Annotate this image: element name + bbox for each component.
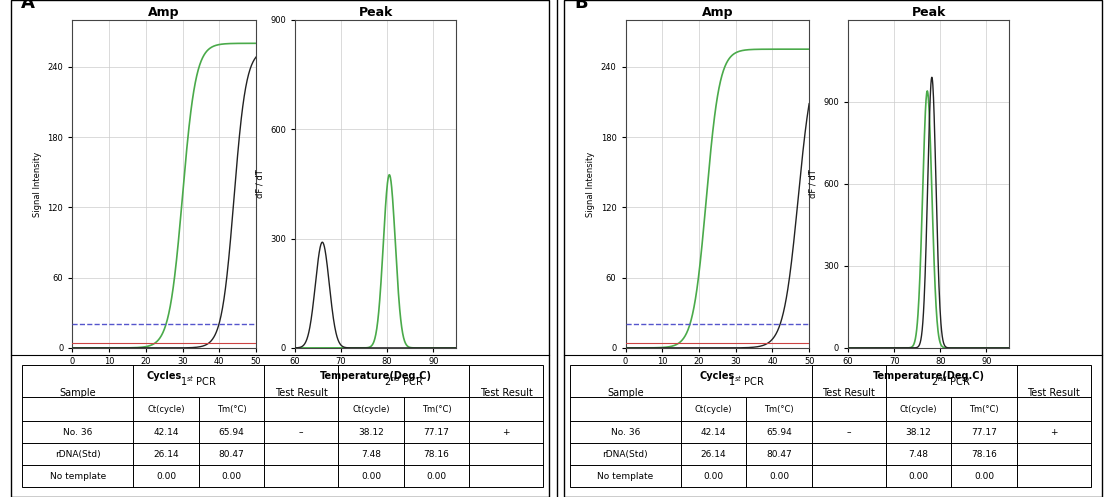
Text: Tm(°C): Tm(°C)	[217, 405, 246, 414]
X-axis label: Cycles: Cycles	[700, 371, 735, 382]
Y-axis label: Signal Intensity: Signal Intensity	[33, 151, 42, 217]
Text: rDNA(Std): rDNA(Std)	[55, 450, 100, 459]
Title: Peak: Peak	[358, 5, 393, 19]
Text: No template: No template	[598, 472, 653, 481]
Text: 1$^{st}$ PCR: 1$^{st}$ PCR	[180, 374, 217, 388]
Text: 65.94: 65.94	[766, 428, 792, 437]
Text: 1$^{st}$ PCR: 1$^{st}$ PCR	[728, 374, 765, 388]
Text: 2$^{nd}$ PCR: 2$^{nd}$ PCR	[384, 374, 423, 388]
Text: 38.12: 38.12	[358, 428, 384, 437]
Text: 0.00: 0.00	[703, 472, 723, 481]
Text: Tm(°C): Tm(°C)	[422, 405, 451, 414]
Text: 77.17: 77.17	[423, 428, 450, 437]
Text: Tm(°C): Tm(°C)	[969, 405, 998, 414]
Text: 78.16: 78.16	[971, 450, 997, 459]
Text: B: B	[574, 0, 588, 11]
Text: 0.00: 0.00	[974, 472, 994, 481]
X-axis label: Temperature(Deg.C): Temperature(Deg.C)	[319, 371, 432, 382]
Text: Test Result: Test Result	[823, 388, 875, 398]
Y-axis label: Signal Intensity: Signal Intensity	[587, 151, 595, 217]
Text: No. 36: No. 36	[611, 428, 640, 437]
Text: Ct(cycle): Ct(cycle)	[147, 405, 185, 414]
Text: 26.14: 26.14	[701, 450, 727, 459]
X-axis label: Cycles: Cycles	[147, 371, 181, 382]
Text: +: +	[1050, 428, 1057, 437]
Text: 0.00: 0.00	[426, 472, 446, 481]
Text: 0.00: 0.00	[221, 472, 242, 481]
Text: Test Result: Test Result	[1027, 388, 1081, 398]
Text: Tm(°C): Tm(°C)	[765, 405, 794, 414]
Title: Peak: Peak	[912, 5, 946, 19]
Text: 7.48: 7.48	[908, 450, 928, 459]
Text: 38.12: 38.12	[906, 428, 932, 437]
Text: 65.94: 65.94	[218, 428, 245, 437]
Text: 80.47: 80.47	[766, 450, 792, 459]
Text: 42.14: 42.14	[154, 428, 179, 437]
Text: 0.00: 0.00	[908, 472, 928, 481]
Text: –: –	[299, 428, 304, 437]
Text: 26.14: 26.14	[154, 450, 179, 459]
Y-axis label: dF / dT: dF / dT	[809, 169, 818, 198]
Text: 80.47: 80.47	[218, 450, 245, 459]
Text: Sample: Sample	[59, 388, 96, 398]
Y-axis label: dF / dT: dF / dT	[256, 169, 265, 198]
Text: Test Result: Test Result	[275, 388, 327, 398]
Text: No template: No template	[50, 472, 106, 481]
Text: Sample: Sample	[607, 388, 643, 398]
Text: No. 36: No. 36	[63, 428, 92, 437]
Text: 0.00: 0.00	[361, 472, 381, 481]
Text: 7.48: 7.48	[361, 450, 381, 459]
X-axis label: Temperature(Deg.C): Temperature(Deg.C)	[873, 371, 985, 382]
Text: Ct(cycle): Ct(cycle)	[695, 405, 732, 414]
Text: A: A	[21, 0, 35, 11]
Text: +: +	[502, 428, 510, 437]
Title: Amp: Amp	[148, 5, 180, 19]
Text: 0.00: 0.00	[769, 472, 789, 481]
Text: 78.16: 78.16	[423, 450, 450, 459]
Text: 77.17: 77.17	[971, 428, 997, 437]
Text: rDNA(Std): rDNA(Std)	[602, 450, 648, 459]
Title: Amp: Amp	[701, 5, 733, 19]
Text: 0.00: 0.00	[156, 472, 176, 481]
Text: Ct(cycle): Ct(cycle)	[352, 405, 390, 414]
Text: Test Result: Test Result	[480, 388, 533, 398]
Text: –: –	[847, 428, 851, 437]
Text: 42.14: 42.14	[701, 428, 727, 437]
Text: 2$^{nd}$ PCR: 2$^{nd}$ PCR	[932, 374, 971, 388]
Text: Ct(cycle): Ct(cycle)	[899, 405, 937, 414]
